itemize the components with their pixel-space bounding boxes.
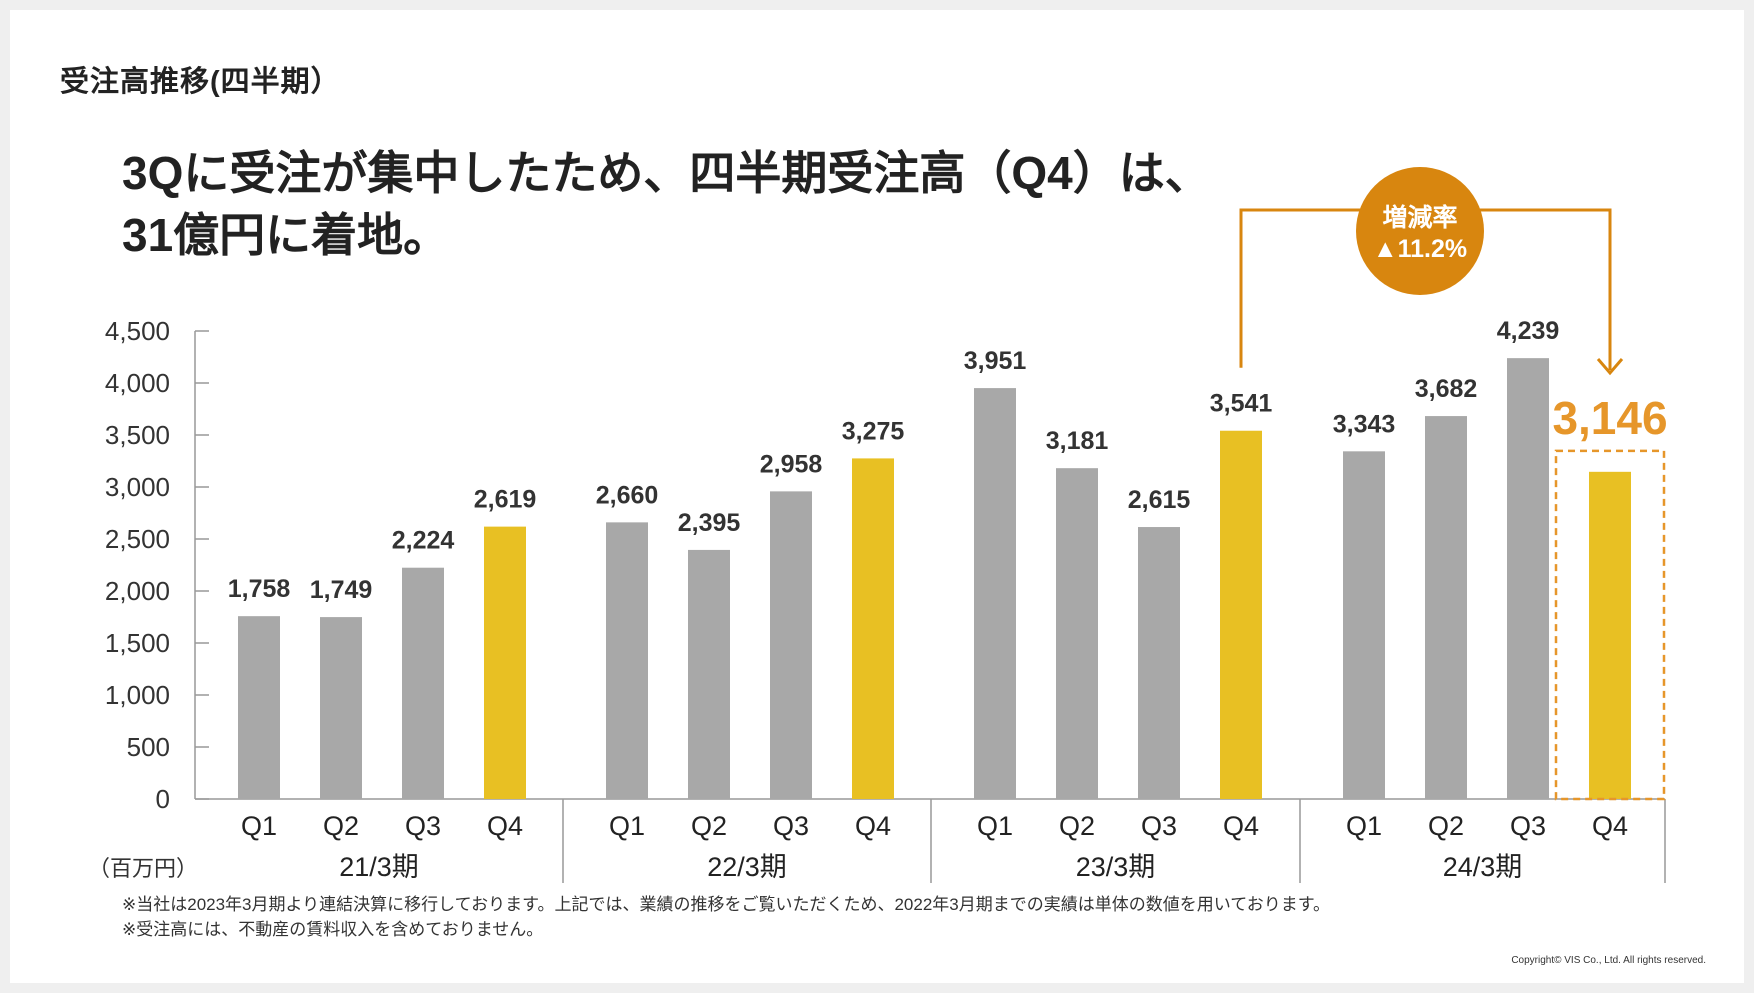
quarter-label: Q2 [1428, 811, 1464, 841]
y-tick-label: 2,000 [105, 576, 170, 606]
quarter-label: Q2 [323, 811, 359, 841]
bar [1589, 471, 1631, 799]
value-label: 3,682 [1415, 375, 1478, 403]
value-label: 3,541 [1210, 390, 1273, 418]
bar [688, 549, 730, 799]
quarter-label: Q3 [1141, 811, 1177, 841]
value-label: 4,239 [1497, 317, 1560, 345]
group-label: 24/3期 [1443, 852, 1523, 882]
y-tick-label: 4,000 [105, 368, 170, 398]
bar [1220, 430, 1262, 799]
group-label: 21/3期 [339, 852, 419, 882]
value-label: 3,951 [964, 347, 1027, 375]
y-tick-label: 1,500 [105, 628, 170, 658]
value-label: 2,660 [596, 481, 659, 509]
bar [1138, 527, 1180, 799]
bar [320, 617, 362, 799]
section-title: 受注高推移(四半期） [60, 66, 341, 98]
quarter-label: Q1 [609, 811, 645, 841]
bar [1056, 468, 1098, 799]
y-tick-label: 0 [156, 784, 170, 814]
bar [770, 491, 812, 799]
bar [1343, 451, 1385, 799]
value-label: 3,275 [842, 417, 905, 445]
y-tick-label: 500 [127, 732, 170, 762]
quarter-label: Q4 [855, 811, 891, 841]
highlight-value-label: 3,146 [1552, 392, 1667, 444]
callout-value: ▲11.2% [1373, 235, 1467, 263]
value-label: 2,395 [678, 509, 741, 537]
quarter-label: Q3 [405, 811, 441, 841]
group-label: 22/3期 [707, 852, 787, 882]
y-tick-label: 3,000 [105, 472, 170, 502]
bar [484, 526, 526, 799]
quarter-label: Q3 [1510, 811, 1546, 841]
group-label: 23/3期 [1076, 852, 1156, 882]
value-label: 1,758 [228, 575, 291, 603]
bar [852, 458, 894, 799]
quarter-label: Q1 [1346, 811, 1382, 841]
quarter-label: Q4 [1592, 811, 1628, 841]
footnote-1: ※当社は2023年3月期より連結決算に移行しております。上記では、業績の推移をご… [122, 895, 1331, 914]
value-label: 1,749 [310, 576, 373, 604]
bar [238, 616, 280, 799]
callout-circle [1356, 167, 1484, 295]
value-label: 2,958 [760, 450, 823, 478]
quarter-label: Q3 [773, 811, 809, 841]
copyright: Copyright© VIS Co., Ltd. All rights rese… [1511, 955, 1706, 966]
y-tick-label: 4,500 [105, 316, 170, 346]
bar [402, 567, 444, 799]
quarter-label: Q1 [977, 811, 1013, 841]
value-label: 3,181 [1046, 427, 1109, 455]
highlight-box [1554, 449, 1666, 801]
value-label: 2,619 [474, 486, 537, 514]
y-tick-label: 3,500 [105, 420, 170, 450]
callout-label: 増減率 [1382, 203, 1457, 232]
headline-line-2: 31億円に着地。 [122, 209, 450, 261]
headline-line-1: 3Qに受注が集中したため、四半期受注高（Q4）は、 [122, 147, 1211, 199]
quarter-label: Q2 [691, 811, 727, 841]
y-tick-label: 2,500 [105, 524, 170, 554]
value-label: 2,224 [392, 527, 455, 555]
value-label: 2,615 [1128, 486, 1191, 514]
bar [1425, 416, 1467, 799]
quarter-label: Q1 [241, 811, 277, 841]
footnote-2: ※受注高には、不動産の賃料収入を含めておりません。 [122, 920, 544, 939]
unit-label: （百万円） [88, 856, 198, 881]
quarter-label: Q4 [487, 811, 523, 841]
quarter-label: Q2 [1059, 811, 1095, 841]
headline: 3Qに受注が集中したため、四半期受注高（Q4）は、 31億円に着地。 [122, 142, 1211, 266]
bar [1507, 358, 1549, 799]
value-label: 3,343 [1333, 410, 1396, 438]
bar [606, 522, 648, 799]
callout-arrowhead [1596, 358, 1624, 376]
quarter-label: Q4 [1223, 811, 1259, 841]
bar [974, 388, 1016, 799]
y-tick-label: 1,000 [105, 680, 170, 710]
